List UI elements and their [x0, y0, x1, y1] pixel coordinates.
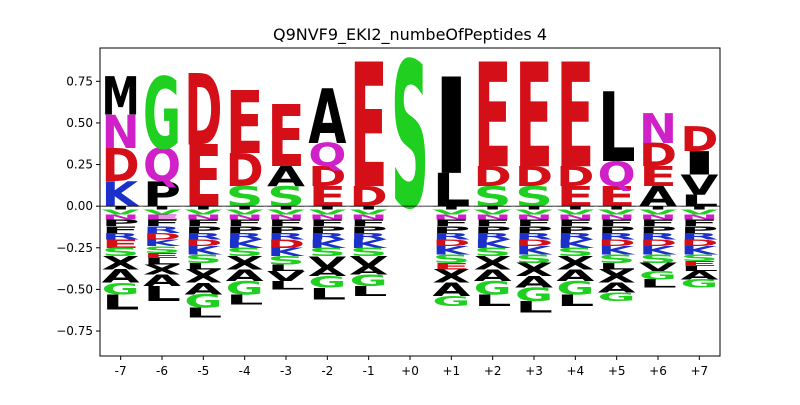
logo-letter-up-+3-2: E [515, 33, 553, 200]
logo-letter-down-+2-11: L [474, 291, 512, 310]
logo-letter-up--6-2: G [143, 58, 181, 172]
logo-letter-up-+2-2: E [474, 33, 512, 200]
y-tick-label-5: −0.50 [56, 282, 93, 296]
logo-letter-down--2-11: L [308, 285, 346, 304]
x-tick-label-12: +5 [608, 364, 626, 378]
logo-letter-up-+5-2: L [598, 72, 636, 184]
y-tick-label-6: −0.75 [56, 324, 93, 338]
logo-letter-up-+7-3: D [680, 119, 718, 160]
x-tick-label-2: -5 [197, 364, 209, 378]
logo-letter-down--7-11: L [102, 291, 140, 315]
x-tick-label-11: +4 [566, 364, 584, 378]
logo-letter-down-+5-12: G [598, 291, 636, 304]
y-tick-label-4: −0.25 [56, 241, 93, 255]
x-tick-label-13: +6 [649, 364, 667, 378]
x-tick-label-7: +0 [401, 364, 419, 378]
x-tick-label-5: -2 [321, 364, 333, 378]
logo-letter-down-+4-11: L [556, 291, 594, 310]
x-tick-label-1: -6 [156, 364, 168, 378]
logo-letter-up--5-1: D [184, 55, 222, 169]
logo-letter-up--1-1: E [350, 27, 388, 226]
logo-letter-down--4-11: L [226, 292, 264, 308]
logo-letter-up-+6-3: N [639, 106, 677, 153]
logo-letter-down-+6-11: L [639, 277, 677, 290]
logo-letter-down--5-13: L [184, 305, 222, 321]
x-tick-label-10: +3 [525, 364, 543, 378]
logo-letter-up--7-3: M [102, 65, 140, 127]
logo-letter-down-+1-12: G [432, 294, 470, 310]
y-tick-label-1: 0.25 [66, 158, 93, 172]
logo-letter-down--3-11: L [267, 279, 305, 292]
logo-letter-up--3-2: E [267, 88, 305, 186]
logo-letter-down--6-12: L [143, 282, 181, 306]
y-tick-label-2: 0.50 [66, 116, 93, 130]
logo-letter-up-+0-0: S [391, 20, 429, 254]
logo-letter-down-+3-12: L [515, 298, 553, 317]
x-tick-label-6: -1 [363, 364, 375, 378]
logo-marks: KDNMTVNPFRESXAGLPQGTVEFRDKSELXALEDTVNFPR… [102, 20, 719, 321]
logo-letter-down-+7-12: G [680, 277, 718, 290]
x-tick-label-8: +1 [442, 364, 460, 378]
y-tick-label-0: 0.00 [66, 199, 93, 213]
logo-letter-up-+4-2: E [556, 33, 594, 200]
y-tick-label-3: 0.75 [66, 74, 93, 88]
logo-letter-up--2-3: A [308, 73, 346, 161]
x-tick-label-9: +2 [484, 364, 502, 378]
logo-letter-up--4-2: E [226, 73, 264, 174]
logo-letter-down--1-11: L [350, 284, 388, 300]
x-tick-label-14: +7 [690, 364, 708, 378]
logo-letter-up-+1-1: I [432, 50, 470, 204]
x-tick-label-4: -3 [280, 364, 292, 378]
x-tick-label-3: -4 [239, 364, 251, 378]
x-tick-label-0: -7 [115, 364, 127, 378]
